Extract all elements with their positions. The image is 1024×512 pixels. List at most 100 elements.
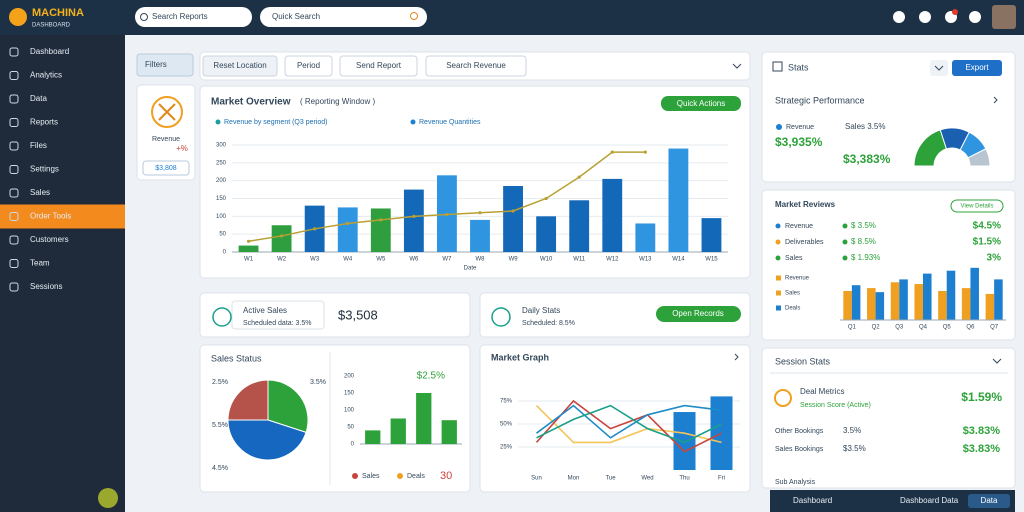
- trend-point: [544, 196, 548, 201]
- line-card: [479, 344, 751, 493]
- stats-subtitle: Strategic Performance: [775, 95, 865, 105]
- bottom-item[interactable]: Dashboard Data: [900, 496, 959, 505]
- stats-icon: [772, 61, 783, 72]
- x-tick-label: W10: [540, 257, 553, 263]
- icon[interactable]: [969, 11, 981, 23]
- nav-icon: [9, 259, 19, 268]
- x-tick-label: Q5: [943, 325, 952, 331]
- view-details-button[interactable]: [950, 199, 1004, 213]
- metric-glyph: [158, 103, 176, 121]
- trend-point: [478, 211, 482, 215]
- bar: [923, 273, 932, 320]
- sidebar: [0, 35, 125, 512]
- nav-item[interactable]: Analytics: [30, 71, 62, 80]
- metric-value: $3,935%: [775, 135, 823, 149]
- row-label: Deliverables: [785, 239, 824, 246]
- nav-icon: [9, 118, 19, 127]
- pie-slice: [967, 148, 991, 167]
- bar: [271, 225, 292, 252]
- session-main-detail: Session Score (Active): [800, 402, 871, 409]
- bar: [441, 420, 457, 444]
- sessions-title: Session Stats: [775, 356, 831, 366]
- bar: [370, 208, 391, 252]
- x-tick-label: W7: [442, 257, 452, 263]
- nav-item[interactable]: Customers: [30, 235, 69, 244]
- nav-item[interactable]: Sales: [30, 188, 50, 197]
- bottom-button[interactable]: [968, 494, 1010, 508]
- legend-label: Deals: [407, 473, 425, 480]
- nav-item[interactable]: Files: [30, 141, 47, 150]
- bar: [238, 245, 259, 252]
- nav-icon: [9, 141, 19, 151]
- x-tick-label: Sun: [531, 476, 542, 482]
- nav-item[interactable]: Team: [30, 259, 50, 268]
- nav-item[interactable]: Order Tools: [30, 212, 71, 221]
- trend-point: [610, 150, 614, 154]
- nav-item[interactable]: Settings: [30, 165, 59, 174]
- legend-dot: [775, 255, 781, 261]
- open-records-label: Open Records: [672, 309, 724, 318]
- dropdown[interactable]: [930, 60, 948, 76]
- row-value: 3%: [987, 253, 1002, 264]
- x-tick-label: Fri: [718, 476, 725, 482]
- session-label: Other Bookings: [775, 428, 824, 435]
- nav-item[interactable]: Reports: [30, 118, 58, 127]
- icon[interactable]: [919, 11, 931, 23]
- nav-item[interactable]: Dashboard: [30, 47, 69, 56]
- bar: [985, 293, 995, 320]
- line-series: [536, 404, 722, 439]
- bottom-item[interactable]: Dashboard: [793, 496, 832, 505]
- x-tick-label: W9: [509, 257, 519, 263]
- y-tick-label: 150: [216, 196, 227, 202]
- filter-tab-label: Filters: [145, 60, 167, 69]
- logo: [9, 8, 27, 26]
- export-button[interactable]: [952, 60, 1002, 76]
- filter-button[interactable]: [339, 55, 418, 77]
- nav-icon: [9, 282, 19, 292]
- filter-button[interactable]: [202, 55, 278, 77]
- icon[interactable]: [893, 11, 905, 23]
- bar: [701, 218, 722, 252]
- legend-dot: [842, 255, 848, 261]
- main-chart-subtitle: ( Reporting Window ): [300, 97, 375, 106]
- search-box[interactable]: [135, 7, 252, 27]
- filter-button[interactable]: [425, 55, 527, 77]
- legend-swatch: [776, 275, 781, 281]
- sessions-footer: Sub Analysis: [775, 479, 816, 486]
- nav-item[interactable]: Data: [30, 94, 47, 103]
- help-button[interactable]: [98, 488, 118, 508]
- y-tick-label: 100: [344, 408, 355, 414]
- metric-title: Revenue: [152, 136, 180, 143]
- bottom-bar: [770, 490, 1015, 512]
- filter-tab[interactable]: [136, 53, 194, 77]
- trend-point: [379, 218, 383, 222]
- bar: [946, 270, 956, 320]
- y-tick-label: 300: [216, 143, 227, 149]
- bar: [914, 284, 923, 320]
- x-tick-label: W3: [310, 257, 320, 263]
- search-box[interactable]: [260, 7, 427, 27]
- bar: [890, 282, 900, 320]
- nav-item[interactable]: Sessions: [30, 282, 62, 291]
- metric-button[interactable]: [142, 160, 190, 176]
- legend-dot: [776, 124, 782, 130]
- x-tick-label: W12: [606, 257, 619, 263]
- stat-box: [231, 300, 325, 330]
- y-tick-label: 0: [223, 250, 227, 256]
- trend-point: [643, 150, 647, 154]
- bar: [416, 393, 432, 444]
- export-label: Export: [965, 63, 989, 72]
- bar: [390, 418, 406, 444]
- legend-swatch: [776, 290, 781, 296]
- chevron: [993, 96, 998, 104]
- bar-note: $2.5%: [417, 371, 445, 382]
- x-tick-label: W11: [573, 257, 586, 263]
- bar: [668, 148, 689, 252]
- bar: [503, 186, 523, 252]
- y-tick-label: 150: [344, 391, 355, 397]
- avatar[interactable]: [992, 5, 1016, 29]
- quick-action-button[interactable]: [661, 96, 741, 111]
- filter-button[interactable]: [284, 55, 333, 77]
- open-records-button[interactable]: [656, 306, 741, 322]
